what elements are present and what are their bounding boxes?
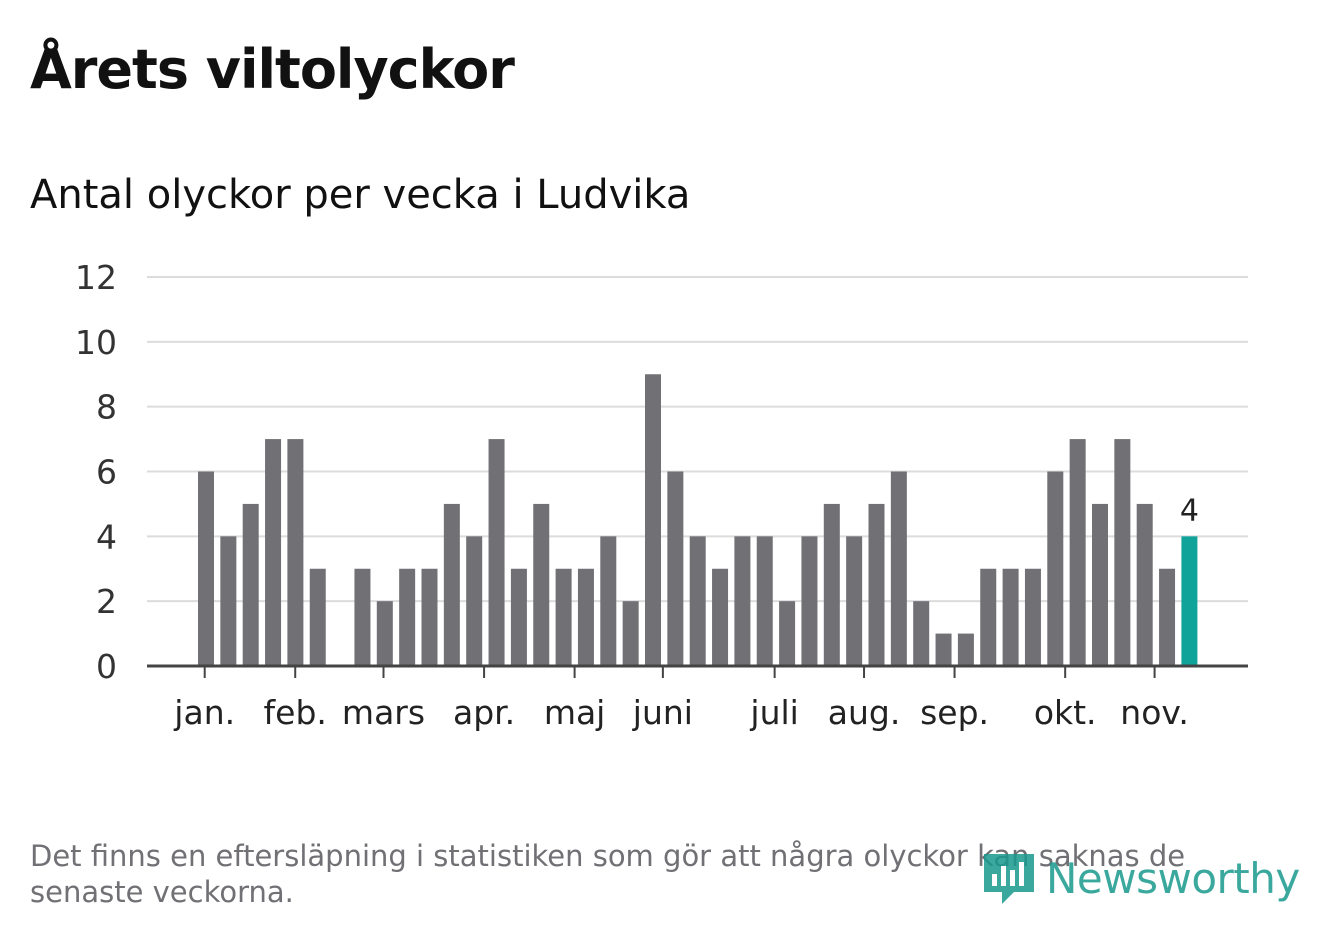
logo-text: Newsworthy	[1046, 853, 1300, 903]
bar	[376, 601, 393, 666]
bar	[734, 536, 751, 666]
data-label-last-week: 4	[1180, 493, 1199, 528]
bar	[645, 374, 661, 666]
bar	[1002, 568, 1019, 666]
bar	[242, 503, 259, 666]
bar	[488, 439, 505, 666]
bar	[801, 536, 818, 666]
x-tick-label: mars	[342, 693, 425, 732]
bar	[913, 601, 930, 666]
bar	[980, 568, 997, 666]
bar	[600, 536, 617, 666]
bar-chart-pin-icon	[984, 854, 1034, 904]
y-tick-label: 10	[75, 323, 117, 362]
x-tick-label: juni	[632, 693, 693, 732]
x-tick-label: apr.	[453, 693, 515, 732]
x-tick-label: feb.	[264, 693, 327, 732]
chart-subtitle: Antal olyckor per vecka i Ludvika	[30, 172, 691, 218]
y-tick-label: 0	[96, 647, 117, 686]
bar	[890, 471, 907, 666]
data-labels: 4	[1180, 493, 1199, 528]
bar	[443, 503, 460, 666]
chart-title: Årets viltolyckor	[30, 38, 515, 101]
bar	[779, 601, 796, 666]
bar	[1136, 503, 1153, 666]
bar	[935, 633, 952, 666]
bar-chart: 0 2 4 6 8 10 12 jan. feb. mars apr. maj juni juli aug…	[75, 258, 1248, 732]
bar	[868, 503, 885, 666]
y-tick-label: 12	[75, 258, 117, 297]
bar	[1024, 568, 1041, 666]
bar	[667, 471, 684, 666]
bar	[1069, 439, 1086, 666]
x-axis-ticks: jan. feb. mars apr. maj juni juli aug. sep. okt. n…	[173, 666, 1189, 732]
bar	[555, 568, 572, 666]
x-tick-label: sep.	[920, 693, 989, 732]
bar	[1114, 439, 1131, 666]
bar	[399, 568, 416, 666]
bar	[354, 568, 371, 666]
bar	[957, 633, 974, 666]
bar	[287, 439, 304, 666]
bar	[712, 568, 729, 666]
bar	[198, 471, 214, 666]
bar	[1092, 503, 1108, 666]
y-tick-label: 4	[96, 517, 117, 556]
bar	[510, 568, 527, 666]
bar	[421, 568, 438, 666]
bar	[1047, 471, 1064, 666]
bar	[577, 568, 594, 666]
y-axis-ticks: 0 2 4 6 8 10 12	[75, 258, 117, 686]
bar	[622, 601, 639, 666]
x-tick-label: okt.	[1034, 693, 1097, 732]
bar	[466, 536, 483, 666]
bar	[533, 503, 550, 666]
y-tick-label: 8	[96, 388, 117, 427]
x-tick-label: maj	[544, 693, 606, 732]
bar-highlight	[1181, 536, 1198, 666]
x-tick-label: aug.	[828, 693, 901, 732]
gridlines	[147, 276, 1248, 603]
bar	[1159, 568, 1176, 666]
bar	[823, 503, 840, 666]
bar	[756, 536, 773, 666]
x-tick-label: juli	[749, 693, 798, 732]
y-tick-label: 6	[96, 453, 117, 492]
x-tick-label: nov.	[1120, 693, 1189, 732]
x-tick-label: jan.	[173, 693, 235, 732]
bar	[846, 536, 863, 666]
bar	[309, 568, 326, 666]
bar	[220, 536, 237, 666]
y-tick-label: 2	[96, 582, 117, 621]
bars	[198, 374, 1198, 666]
bar	[265, 439, 282, 666]
bar	[689, 536, 706, 666]
newsworthy-logo: Newsworthy	[980, 848, 1300, 908]
